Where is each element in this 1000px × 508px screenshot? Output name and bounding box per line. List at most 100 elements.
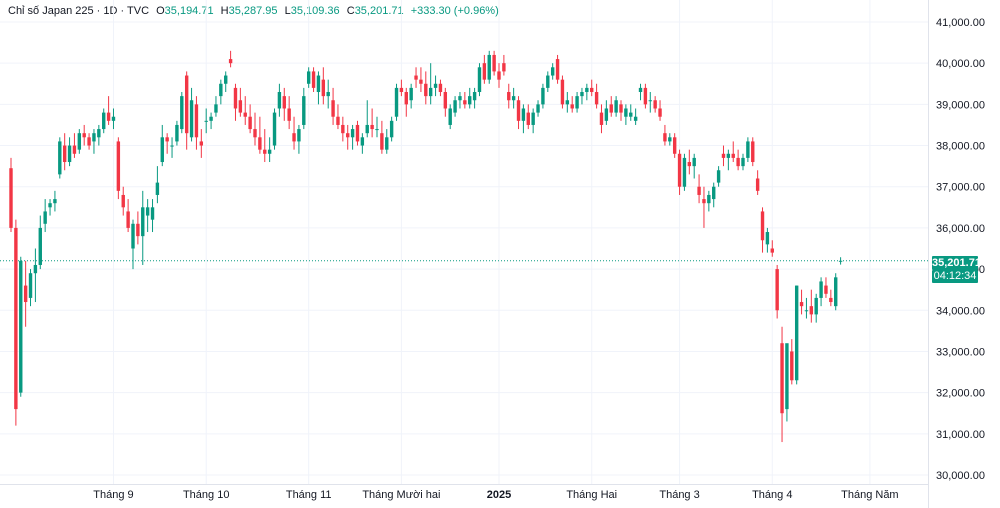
candle-body: [726, 153, 731, 158]
candle-body: [62, 145, 67, 163]
candle-body: [355, 124, 360, 142]
candle-body: [511, 96, 516, 101]
candle-body: [453, 100, 457, 113]
candle-body: [389, 120, 394, 138]
candle-body: [712, 186, 716, 200]
candle-body: [541, 87, 545, 105]
candle-body: [829, 297, 833, 303]
candle-body: [536, 104, 540, 113]
candle-body: [292, 133, 296, 142]
candle-body: [414, 75, 418, 80]
candle-body: [77, 133, 82, 150]
candle-body: [306, 71, 311, 84]
price-tick-label: 37,000.00: [936, 182, 985, 194]
candle-body: [599, 112, 604, 125]
time-tick-label: Tháng 11: [286, 489, 332, 501]
candle-body: [643, 87, 648, 105]
candle-body: [785, 343, 789, 410]
candle-body: [443, 92, 448, 109]
candle-body: [741, 157, 745, 167]
close-label: C: [346, 5, 355, 17]
candle-body: [531, 112, 535, 125]
candle-body: [72, 145, 77, 154]
candle-body: [277, 92, 282, 109]
candle-body: [468, 96, 472, 105]
candle-body: [33, 264, 38, 274]
candle-body: [87, 137, 91, 146]
candle-body: [482, 63, 487, 80]
candle-body: [141, 207, 145, 237]
candle-body: [526, 112, 530, 125]
open-label: O: [156, 5, 165, 17]
candle-body: [23, 285, 28, 303]
candle-body: [253, 129, 257, 138]
candle-body: [209, 116, 213, 121]
candle-body: [370, 124, 374, 130]
time-tick-label: Tháng 3: [659, 489, 699, 501]
candle-body: [790, 351, 794, 381]
candle-body: [770, 248, 774, 253]
candle-body: [258, 137, 262, 150]
candle-body: [580, 92, 584, 97]
candle-body: [224, 75, 228, 84]
candle-body: [297, 129, 301, 142]
last-price-tag: 35,201.71: [932, 256, 981, 270]
candle-body: [658, 108, 662, 117]
candle-body: [433, 83, 438, 88]
candle-body: [238, 100, 243, 113]
candle-body: [214, 104, 218, 113]
candle-body: [82, 133, 86, 138]
price-tick-label: 40,000.00: [936, 58, 985, 70]
candle-body: [282, 96, 286, 109]
candle-body: [131, 223, 135, 249]
candle-body: [619, 104, 623, 113]
candle-body: [14, 227, 18, 410]
candle-body: [687, 162, 692, 167]
candle-body: [311, 71, 316, 88]
price-tick-label: 38,000.00: [936, 141, 985, 153]
time-tick-label: Tháng Mười hai: [362, 489, 440, 501]
candle-body: [189, 100, 194, 138]
price-tick-label: 32,000.00: [936, 388, 985, 400]
candle-body: [555, 59, 560, 80]
candle-body: [419, 79, 423, 84]
candle-body: [609, 104, 613, 113]
candle-body: [92, 133, 96, 142]
candle-body: [326, 92, 330, 97]
candle-body: [492, 54, 496, 72]
candle-body: [721, 153, 726, 158]
candle-body: [697, 186, 701, 195]
candle-body: [799, 302, 804, 307]
candle-body: [716, 170, 721, 183]
candle-body: [204, 120, 208, 122]
candle-body: [814, 297, 818, 315]
candle-body: [170, 145, 174, 147]
candle-body: [682, 157, 687, 187]
candle-body: [365, 124, 369, 134]
candle-body: [760, 211, 765, 241]
high-value: 35,287.95: [228, 5, 278, 17]
candle-body: [155, 182, 160, 195]
time-tick-label: Tháng 10: [183, 489, 229, 501]
candle-body: [404, 92, 408, 105]
candle-body: [267, 149, 272, 154]
candle-body: [755, 178, 760, 191]
candle-body: [380, 133, 384, 150]
candle-body: [341, 124, 345, 134]
candle-body: [594, 92, 599, 105]
low-value: 35,109.36: [290, 5, 340, 17]
candle-body: [819, 281, 823, 298]
candle-body: [243, 112, 247, 117]
candle-body: [58, 141, 62, 175]
candle-body: [497, 71, 501, 80]
candle-body: [834, 277, 838, 307]
candle-body: [399, 87, 404, 93]
time-tick-label: Tháng Hai: [566, 489, 617, 501]
candle-body: [702, 199, 706, 204]
candle-body: [180, 96, 184, 130]
candle-body: [575, 96, 579, 109]
candle-body: [438, 83, 443, 93]
candle-body: [507, 92, 511, 101]
candle-body: [48, 203, 52, 208]
